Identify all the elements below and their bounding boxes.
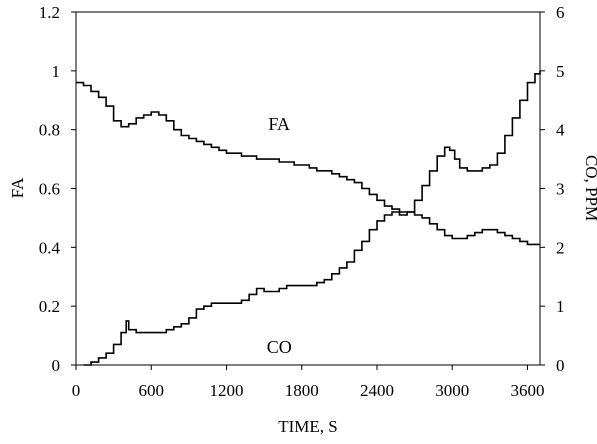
- x-tick-label: 1800: [285, 381, 319, 400]
- left-axis-title: FA: [8, 177, 27, 198]
- right-y-tick-label: 3: [556, 180, 565, 199]
- fa-series-annotation: FA: [268, 114, 290, 134]
- right-axis-title: CO, PPM: [582, 155, 597, 221]
- series-layer: [76, 70, 541, 366]
- x-tick-label: 1200: [209, 381, 243, 400]
- right-y-tick-label: 2: [556, 238, 565, 257]
- right-y-tick-label: 0: [556, 356, 565, 375]
- right-y-tick-label: 5: [556, 62, 565, 81]
- co-series-annotation: CO: [267, 337, 292, 357]
- label-layer: TIME, S FA CO, PPM FA CO: [8, 114, 597, 436]
- left-y-tick-label: 0.2: [39, 297, 60, 316]
- x-axis-title: TIME, S: [278, 417, 338, 436]
- tick-layer: 0 600 1200 1800 2400 3000 3600 0 0.2 0.4 0.6 0.8 1 1.…: [39, 3, 565, 400]
- x-tick-label: 3600: [510, 381, 544, 400]
- left-y-tick-label: 0.4: [39, 238, 61, 257]
- left-y-tick-label: 0: [52, 356, 61, 375]
- x-tick-label: 2400: [360, 381, 394, 400]
- co-series-line: [83, 70, 541, 366]
- left-y-tick-label: 0.6: [39, 180, 60, 199]
- left-y-tick-label: 0.8: [39, 121, 60, 140]
- fa-series-line: [76, 81, 540, 246]
- left-y-tick-label: 1.2: [39, 3, 60, 22]
- x-tick-label: 3000: [435, 381, 469, 400]
- right-y-tick-label: 4: [556, 121, 565, 140]
- plot-frame: [75, 11, 541, 366]
- x-tick-label: 0: [72, 381, 81, 400]
- x-tick-label: 600: [138, 381, 164, 400]
- left-y-tick-label: 1: [52, 62, 61, 81]
- right-y-tick-label: 1: [556, 297, 565, 316]
- right-y-tick-label: 6: [556, 3, 565, 22]
